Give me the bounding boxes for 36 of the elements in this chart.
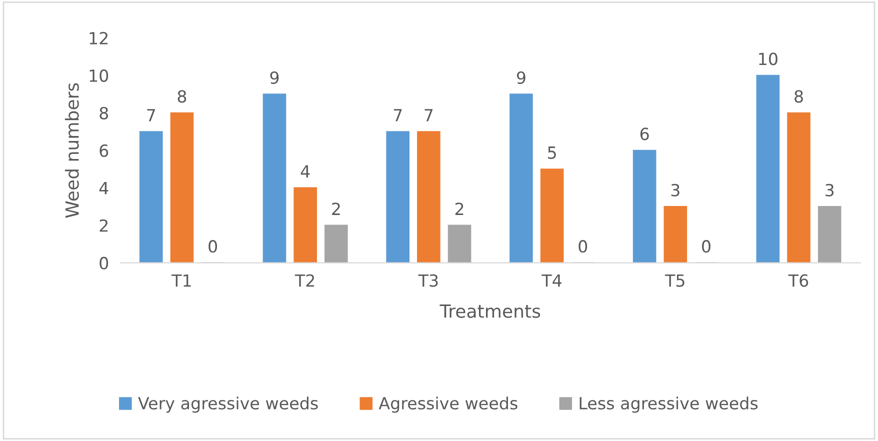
data-label: 9 — [270, 71, 279, 84]
data-label: 8 — [178, 90, 186, 103]
data-label: 7 — [147, 109, 156, 122]
x-tick-label: T3 — [418, 274, 438, 287]
data-label: 0 — [208, 240, 217, 253]
y-tick-label: 12 — [90, 32, 108, 44]
data-label: 7 — [394, 109, 402, 122]
data-label: 0 — [702, 240, 710, 253]
y-tick-label: 8 — [100, 106, 108, 120]
x-tick-label: T6 — [788, 274, 808, 287]
y-tick-label: 6 — [100, 144, 108, 157]
x-tick-label: T1 — [172, 274, 191, 287]
y-tick-label: 0 — [100, 256, 108, 270]
data-label: 7 — [424, 109, 433, 122]
data-label: 2 — [332, 202, 340, 215]
x-axis-title: Treatments — [440, 304, 540, 318]
y-tick-label: 4 — [99, 182, 108, 194]
data-label: 8 — [794, 90, 803, 103]
data-label: 5 — [548, 146, 556, 159]
data-label: 9 — [516, 71, 526, 84]
data-label: 4 — [300, 165, 310, 178]
legend-label: Agressive weeds — [378, 396, 518, 413]
x-tick-label: T4 — [542, 274, 562, 287]
x-tick-label: T5 — [664, 274, 684, 287]
legend-label: Less agressive weeds — [580, 396, 758, 413]
data-label: 3 — [671, 184, 680, 196]
data-label: 3 — [826, 184, 834, 196]
data-label: 2 — [455, 202, 464, 215]
data-label: 10 — [759, 52, 778, 66]
data-label: 6 — [640, 128, 649, 140]
legend-label: Very agressive weeds — [138, 396, 318, 413]
y-tick-label: 10 — [90, 69, 108, 82]
x-tick-label: T2 — [294, 274, 314, 287]
data-label: 0 — [578, 240, 588, 253]
y-tick-label: 2 — [100, 219, 108, 232]
y-axis-title: Weed numbers — [64, 83, 79, 218]
